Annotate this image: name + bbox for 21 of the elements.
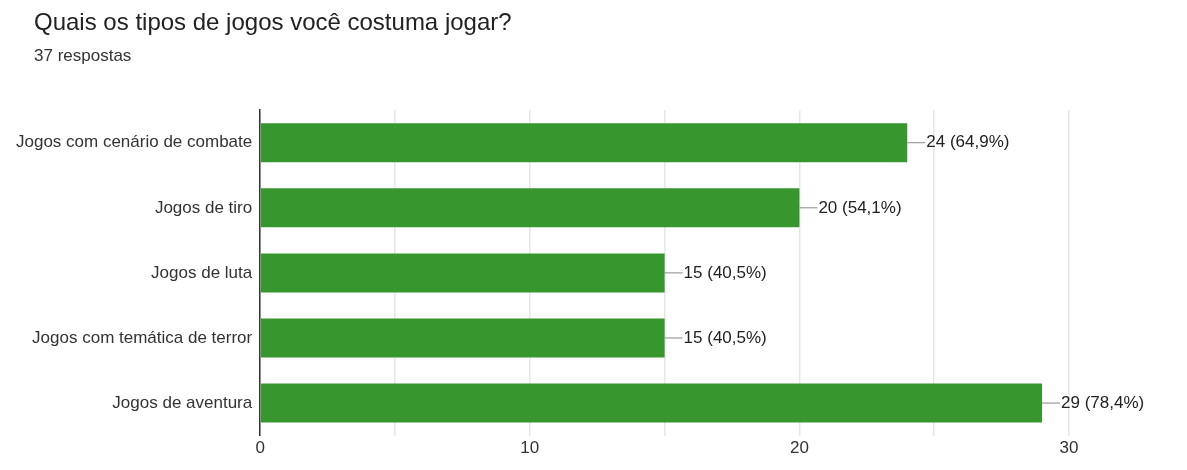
y-tick-label: Jogos com temática de terror	[32, 327, 253, 347]
bar	[260, 383, 1043, 423]
text: 37 respostas	[34, 46, 133, 66]
data-label: 20 (54,1%)	[818, 197, 902, 217]
data-label: 15 (40,5%)	[683, 262, 767, 282]
bar	[260, 253, 665, 293]
data-label: 24 (64,9%)	[926, 132, 1010, 152]
x-tick-label: 0	[255, 438, 265, 458]
bar	[260, 318, 665, 358]
x-tick-label: 30	[1059, 438, 1079, 458]
bar	[260, 123, 908, 163]
y-tick-label: Jogos com cenário de combate	[15, 132, 253, 152]
x-tick-label: 20	[789, 438, 809, 458]
data-label: 15 (40,5%)	[683, 327, 767, 347]
y-tick-label: Jogos de luta	[151, 262, 253, 282]
bar	[260, 188, 800, 228]
chart-title: Quais os tipos de jogos você costuma jogar?	[34, 8, 513, 36]
x-tick-label: 10	[520, 438, 540, 458]
y-tick-label: Jogos de tiro	[154, 197, 253, 217]
data-label: 29 (78,4%)	[1061, 392, 1145, 412]
y-tick-label: Jogos de aventura	[112, 392, 253, 412]
